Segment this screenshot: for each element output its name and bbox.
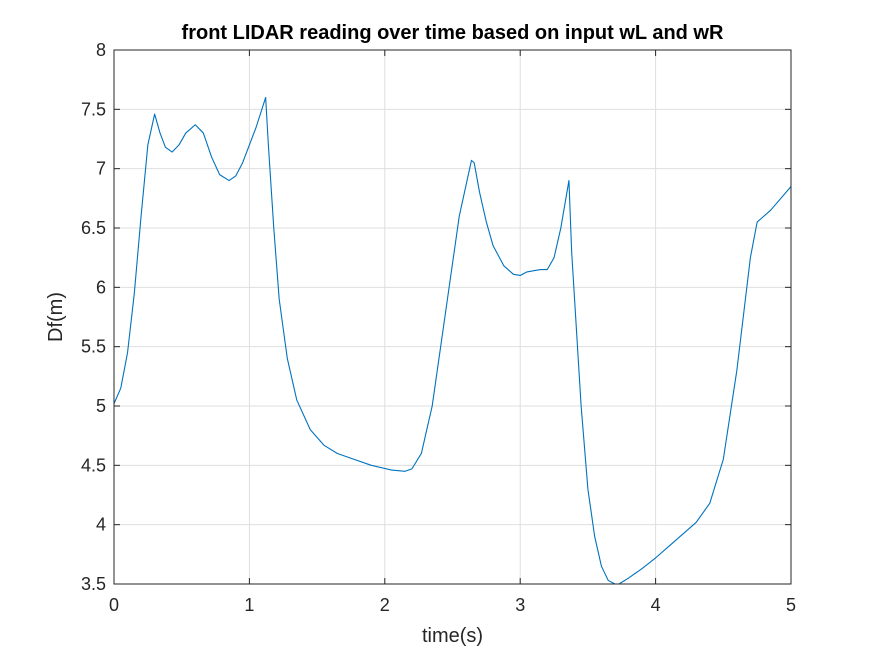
axes-box: [113, 49, 792, 585]
axis-ticks: [113, 49, 792, 585]
y-tick-label: 7.5: [81, 99, 106, 119]
y-tick-label: 4.5: [81, 455, 106, 475]
y-tick-label: 8: [96, 40, 106, 60]
y-tick-label: 6.5: [81, 218, 106, 238]
x-tick-label: 2: [380, 595, 390, 615]
plot-area: [114, 50, 791, 584]
chart-title: front LIDAR reading over time based on i…: [182, 22, 724, 44]
series-line-df: [113, 96, 792, 585]
grid-lines: [113, 49, 792, 585]
y-tick-label: 3.5: [81, 574, 106, 594]
x-tick-label: 0: [109, 595, 119, 615]
y-tick-label: 7: [96, 159, 106, 179]
x-tick-label: 4: [651, 595, 661, 615]
x-tick-label: 1: [244, 595, 254, 615]
y-tick-label: 4: [96, 515, 106, 535]
y-tick-label: 6: [96, 277, 106, 297]
y-axis-label: Df(m): [45, 292, 67, 342]
x-tick-label: 5: [786, 595, 796, 615]
y-tick-label: 5: [96, 396, 106, 416]
x-tick-label: 3: [515, 595, 525, 615]
x-axis-label: time(s): [422, 625, 483, 647]
y-tick-label: 5.5: [81, 337, 106, 357]
tick-labels: 0 1 2 3 4 5 3.5 4 4.5 5 5.5 6 6.5 7 7.5 8: [81, 40, 796, 615]
